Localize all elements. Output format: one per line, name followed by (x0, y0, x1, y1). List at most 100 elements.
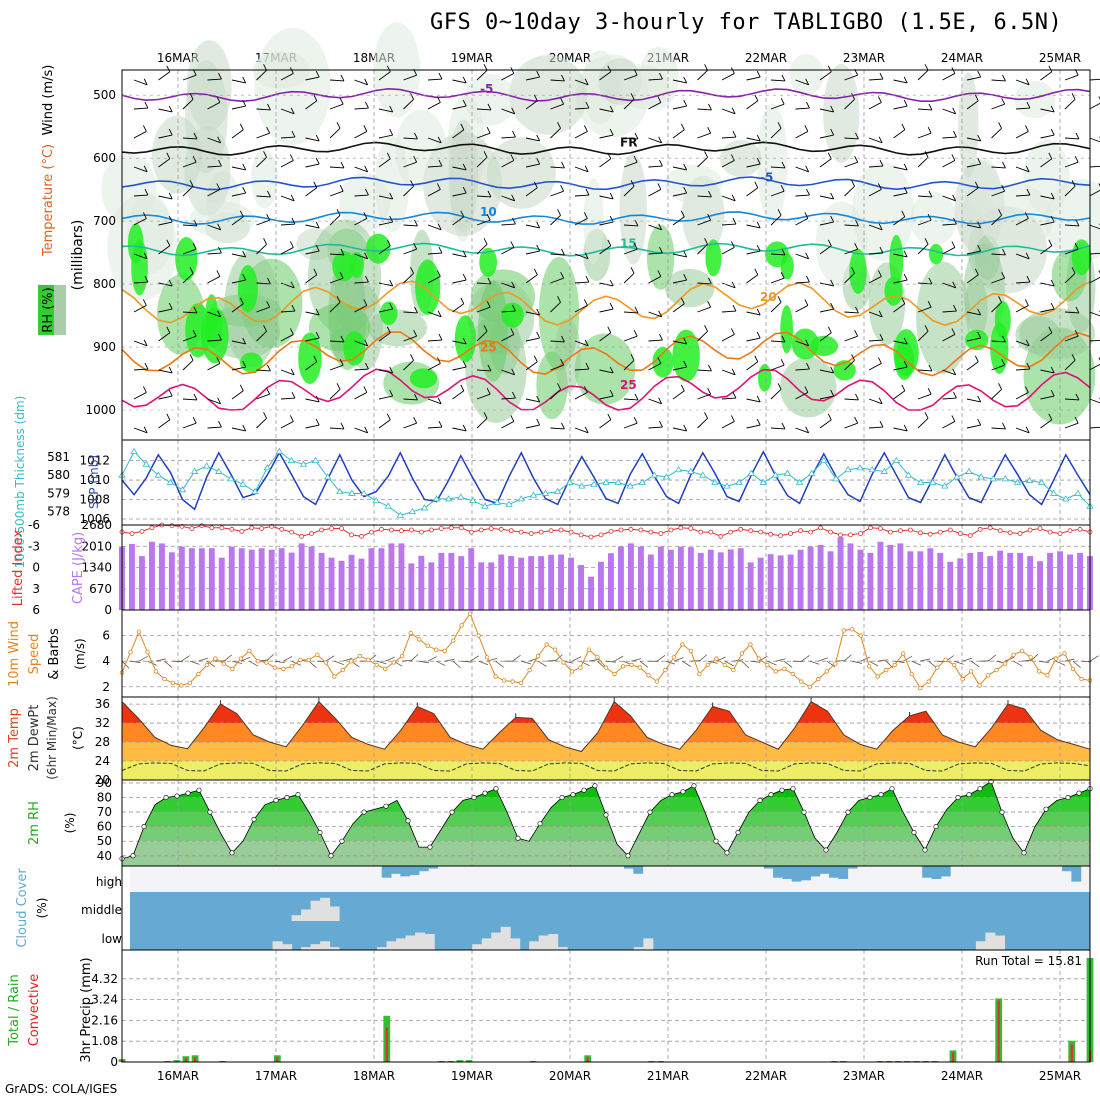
wind-barb-flag (901, 297, 906, 304)
wind-barb (452, 427, 467, 432)
rh-contour-patch (757, 103, 788, 223)
cape-bar (677, 546, 684, 610)
wind-barb (819, 282, 834, 287)
precip-tick-label: 4.32 (91, 972, 118, 986)
cape-bar (977, 552, 984, 610)
wind-barb-flag (879, 159, 884, 167)
wind-barb-flag (879, 246, 884, 254)
temp-fill-group (122, 701, 1090, 780)
wind-barb (329, 79, 344, 82)
thickness-point (977, 473, 985, 480)
wind-barb-flag (854, 243, 859, 250)
wind10m-barb (699, 654, 708, 662)
thickness-point (820, 456, 828, 463)
wind-barb (256, 417, 267, 429)
wind-barb-flag (560, 272, 565, 279)
wind-barb-flag (340, 248, 345, 256)
wind-barb-flag (560, 98, 565, 105)
wind-barb-flag (903, 273, 908, 281)
wind-barb-flag (827, 239, 832, 246)
wind-barb-flag (560, 359, 565, 366)
rh2m-point (317, 829, 323, 835)
precip-axis-label: 3hr Precip (mm) (79, 957, 94, 1062)
rh2m-point (625, 853, 631, 859)
thickness-point (892, 456, 901, 463)
rh-contour-patch (981, 183, 1053, 254)
cape-bar (717, 552, 724, 610)
wind-barb (942, 310, 957, 313)
wind-barb (623, 311, 638, 314)
slp-tick-label: 1006 (79, 512, 110, 526)
cape-bar (907, 551, 914, 610)
wind-barb-flag (144, 101, 149, 109)
wind-barb-flag (704, 238, 708, 245)
wind-barb (305, 424, 320, 429)
cape-bar (418, 555, 425, 610)
wind10m-barb (206, 660, 216, 668)
pressure-tick-label: 500 (93, 88, 116, 102)
rh-contour-patch (152, 115, 202, 194)
wind-barb-flag (1071, 93, 1076, 100)
wind10m-point (357, 653, 362, 659)
wind-barb (672, 390, 685, 400)
wind-barb (207, 102, 221, 110)
rh-high-patch (365, 233, 391, 264)
wind10m-point (620, 664, 626, 669)
wind-barb-flag (754, 94, 759, 101)
wind-barb (501, 282, 515, 289)
rh-contour-patch (789, 53, 824, 95)
lifted-index-point (319, 527, 325, 533)
cloud-high-bar (773, 866, 783, 878)
wind-barb-flag (730, 328, 735, 335)
wind-barb-flag (389, 366, 394, 374)
wind-barb-flag (557, 383, 561, 390)
wind10m-point (230, 666, 235, 672)
wind-barb-flag (144, 275, 149, 283)
cape-bar (428, 562, 435, 610)
wind-barb-flag (903, 250, 908, 258)
wind-barb (868, 311, 883, 318)
wind-barb-flag (142, 299, 147, 306)
cape-bar (458, 556, 465, 610)
wind10m-point (926, 679, 931, 684)
wind-barb (746, 361, 759, 371)
wind-barb-flag (1050, 389, 1055, 397)
wind-barb-flag (414, 393, 418, 401)
wind-barb (427, 311, 442, 318)
cape-bar (149, 541, 155, 610)
wind-barb-flag (510, 415, 515, 422)
wind-barb-flag (953, 130, 957, 138)
cloud-level-high: high (96, 875, 122, 889)
wind-barb-flag (561, 74, 565, 82)
thickness-axis-label: 1000-500mb Thickness (dm) (13, 396, 27, 569)
wind-barb (844, 161, 858, 168)
cape-bar (228, 546, 235, 610)
wind-barb-flag (438, 72, 443, 80)
cape-bar (867, 552, 874, 610)
wind-barb (672, 166, 687, 171)
wind-barb-flag (263, 325, 267, 332)
wind-barb (697, 369, 712, 372)
temp-tick-label: 20 (95, 773, 110, 787)
wind-barb-flag (315, 70, 320, 78)
wind-barb-flag (878, 136, 883, 143)
wind-barb (1064, 359, 1076, 371)
pressure-tick-label: 800 (93, 277, 116, 291)
wind-barb (1064, 185, 1076, 197)
wind-barb-flag (830, 192, 835, 200)
wind-barb (550, 190, 564, 197)
rh2m-point (922, 847, 928, 853)
wind-barb (329, 364, 344, 371)
pressure-tick-label: 700 (93, 214, 116, 228)
lifted-index-point (688, 526, 694, 531)
wind-barb (574, 194, 589, 197)
lifted-index-point (339, 526, 344, 531)
wind-barb (158, 419, 171, 429)
lifted-index-point (149, 525, 155, 531)
rh2m-point (977, 786, 983, 792)
wind-barb-flag (536, 331, 541, 339)
wind-barb (452, 166, 467, 171)
wind-barb (501, 223, 516, 226)
thickness-point (408, 507, 417, 515)
wind-barb-flag (704, 412, 708, 419)
